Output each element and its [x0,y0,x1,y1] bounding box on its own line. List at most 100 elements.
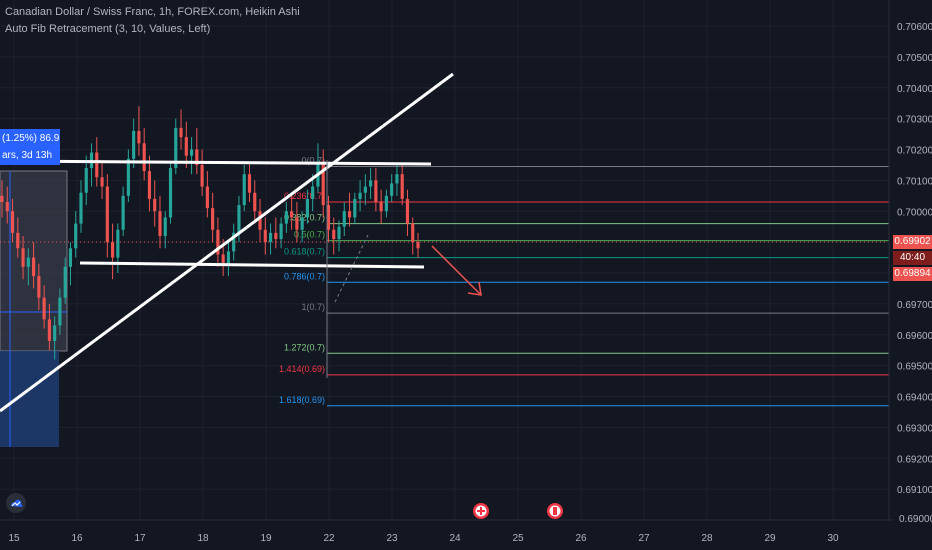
candle[interactable] [153,180,157,227]
candle[interactable] [290,192,294,230]
candle[interactable] [37,263,41,311]
candle[interactable] [374,168,378,212]
candle[interactable] [137,106,141,156]
candle[interactable] [79,180,83,233]
candle[interactable] [242,164,246,212]
candle[interactable] [321,149,325,218]
candle[interactable] [305,189,309,224]
candle[interactable] [311,174,315,212]
candle[interactable] [105,174,109,258]
candle[interactable] [411,217,415,255]
candle[interactable] [216,217,220,267]
resistance-line[interactable] [0,159,432,166]
candle[interactable] [247,161,252,202]
candle[interactable] [21,235,25,280]
candle[interactable] [174,118,178,175]
rising-trendline[interactable] [0,72,454,413]
candle[interactable] [132,118,136,169]
candle[interactable] [179,109,183,150]
candle[interactable] [184,121,188,169]
candle[interactable] [300,211,304,243]
position-loss-zone[interactable] [0,351,59,447]
candle[interactable] [268,223,273,255]
candle[interactable] [416,232,420,258]
candle[interactable] [258,198,262,243]
candle[interactable] [332,217,336,255]
candle[interactable] [274,217,278,249]
support-line[interactable] [79,261,425,269]
candle[interactable] [32,242,36,289]
x-tick-label: 17 [134,533,146,544]
candle[interactable] [337,220,341,252]
fib-level-label: 1(0.7) [301,302,325,312]
candle[interactable] [353,192,357,224]
tradingview-logo[interactable] [6,493,26,513]
chart-title: Canadian Dollar / Swiss Franc, 1h, FOREX… [5,6,300,18]
candle[interactable] [211,192,215,243]
candle[interactable] [47,303,51,351]
candle[interactable] [147,155,152,212]
candle[interactable] [279,217,283,249]
candle[interactable] [5,186,9,224]
time-axis[interactable]: 15 16 17 18 19 22 23 24 25 26 27 28 29 30 [8,533,839,544]
candle[interactable] [232,223,236,261]
candle[interactable] [189,137,194,175]
candle[interactable] [0,180,4,218]
candle[interactable] [400,164,404,206]
fib-level-label: 0.5(0.7) [294,230,325,240]
candle[interactable] [326,195,331,243]
x-tick-label: 16 [71,533,83,544]
y-tick-label: 0.69200 [897,454,932,465]
candle[interactable] [263,217,267,255]
candle[interactable] [111,223,115,280]
candle[interactable] [395,164,399,196]
economic-event-marker-flag[interactable] [547,503,563,519]
candle[interactable] [10,198,15,243]
candle[interactable] [390,174,394,202]
y-tick-label: 0.69600 [897,331,932,342]
candle[interactable] [369,168,373,199]
candle[interactable] [163,211,167,249]
candle[interactable] [84,155,88,206]
candle[interactable] [379,189,383,224]
y-tick-label: 0.70600 [897,22,932,33]
candle[interactable] [284,201,288,233]
candle[interactable] [158,195,162,249]
economic-event-marker[interactable] [473,503,489,519]
candle[interactable] [226,242,231,277]
candle[interactable] [253,180,257,224]
candle[interactable] [100,161,104,199]
candle[interactable] [68,242,73,286]
candle[interactable] [405,189,410,236]
candle[interactable] [347,192,352,227]
candle[interactable] [195,127,199,175]
candle[interactable] [26,248,30,286]
candle[interactable] [384,189,388,218]
candle[interactable] [16,217,20,258]
candle[interactable] [126,149,130,202]
candle[interactable] [168,161,173,224]
candle[interactable] [200,149,204,196]
x-tick-label: 26 [575,533,587,544]
candle[interactable] [295,201,299,243]
candle[interactable] [74,211,78,258]
fib-level-label: 0.618(0.7) [284,247,325,257]
candle[interactable] [121,186,125,236]
forecast-arrow-line[interactable] [431,245,481,295]
indicator-label[interactable]: Auto Fib Retracement (3, 10, Values, Lef… [5,23,211,35]
candle[interactable] [342,201,346,236]
candle[interactable] [205,171,209,218]
candle[interactable] [63,257,67,304]
candle[interactable] [42,285,46,329]
x-tick-label: 25 [512,533,524,544]
candle[interactable] [53,316,57,360]
candle[interactable] [142,127,146,181]
candle[interactable] [358,180,362,212]
candle[interactable] [363,174,367,206]
fib-level-label: 0.786(0.7) [284,271,325,281]
candle[interactable] [58,288,62,335]
fib-level-label: 0.236(0.7) [284,191,325,201]
candlestick-series[interactable] [0,106,420,360]
cloud-icon [11,499,23,507]
